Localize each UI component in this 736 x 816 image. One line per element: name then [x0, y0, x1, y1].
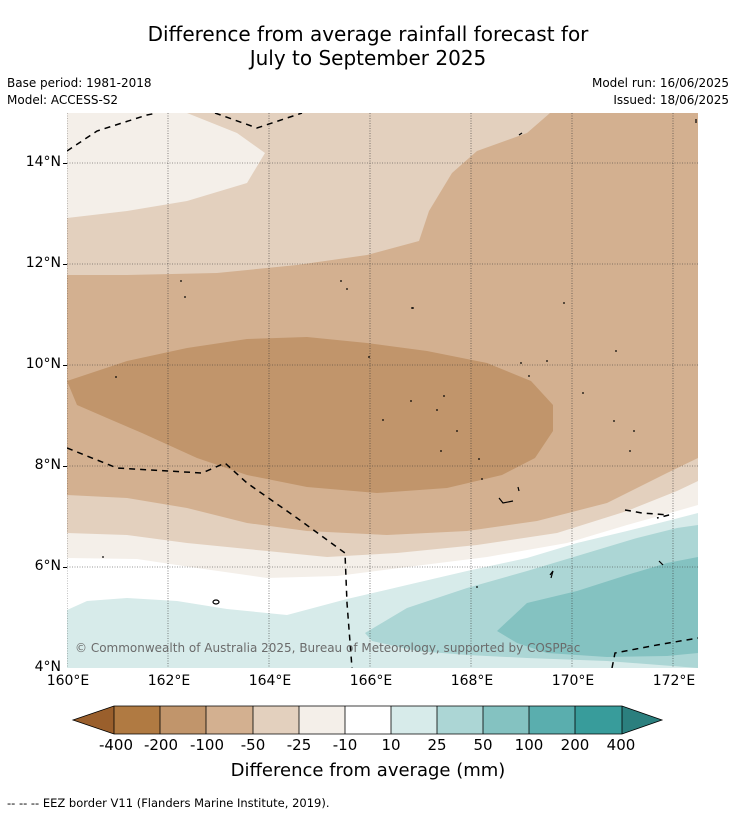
islands — [212, 119, 697, 605]
lat-label: 8°N — [34, 457, 61, 473]
base-period: Base period: 1981-2018 — [7, 76, 152, 90]
colorbar-segment — [299, 706, 345, 734]
lat-label: 14°N — [25, 154, 61, 170]
colorbar-label: -25 — [286, 736, 312, 754]
band-plus-50 — [497, 557, 698, 657]
colorbar-label: 200 — [560, 736, 590, 754]
lat-tick — [63, 466, 67, 467]
copyright-notice: © Commonwealth of Australia 2025, Bureau… — [75, 641, 581, 655]
lat-label: 6°N — [34, 558, 61, 574]
lat-tick — [63, 163, 67, 164]
lat-label: 12°N — [25, 255, 61, 271]
run-info: Model run: 16/06/2025 Issued: 18/06/2025 — [592, 75, 729, 109]
lon-label: 170°E — [551, 673, 595, 689]
lat-label: 4°N — [34, 659, 61, 675]
colorbar-title: Difference from average (mm) — [230, 760, 506, 781]
core-minus-100 — [67, 337, 553, 493]
lon-label: 164°E — [248, 673, 292, 689]
colorbar-label: -200 — [143, 736, 179, 754]
title-line-2: July to September 2025 — [249, 46, 487, 70]
lat-label: 10°N — [25, 356, 61, 372]
colorbar-label: 25 — [427, 736, 447, 754]
issued-date: Issued: 18/06/2025 — [613, 93, 729, 107]
model-run: Model run: 16/06/2025 — [591, 76, 729, 90]
colorbar-label: 100 — [514, 736, 544, 754]
colorbar-label: -400 — [98, 736, 134, 754]
colorbar-segment — [114, 706, 160, 734]
colorbar-label: 10 — [381, 736, 401, 754]
model-name: Model: ACCESS-S2 — [7, 93, 119, 107]
eez-legend: -- -- -- EEZ border V11 (Flanders Marine… — [7, 796, 330, 810]
lon-label: 160°E — [46, 673, 90, 689]
colorbar-segment — [391, 706, 437, 734]
colorbar-segment — [206, 706, 253, 734]
colorbar-segment — [575, 706, 622, 734]
colorbar — [71, 705, 664, 735]
lon-label: 162°E — [147, 673, 191, 689]
colorbar-segment — [483, 706, 529, 734]
eez-border — [67, 113, 698, 668]
lon-label: 166°E — [349, 673, 393, 689]
colorbar-segment-gt-400 — [622, 706, 662, 734]
lat-tick — [63, 567, 67, 568]
island-dots — [102, 280, 635, 588]
colorbar-label: -10 — [332, 736, 358, 754]
lon-label: 168°E — [450, 673, 494, 689]
colorbar-segment-lt-400 — [73, 706, 114, 734]
colorbar-segment — [529, 706, 575, 734]
lat-tick — [63, 365, 67, 366]
colorbar-segment — [437, 706, 483, 734]
lat-tick — [63, 264, 67, 265]
colorbar-dividers — [113, 706, 623, 734]
map-canvas — [67, 113, 698, 668]
colorbar-label: 50 — [473, 736, 493, 754]
colorbar-segment — [345, 706, 391, 734]
map-title: Difference from average rainfall forecas… — [0, 22, 736, 70]
graticule — [67, 113, 698, 668]
lon-label: 172°E — [652, 673, 696, 689]
colorbar-label: -50 — [240, 736, 266, 754]
title-line-1: Difference from average rainfall forecas… — [147, 22, 589, 46]
colorbar-label: -100 — [189, 736, 225, 754]
colorbar-label: 400 — [606, 736, 636, 754]
colorbar-segment — [253, 706, 299, 734]
model-info: Base period: 1981-2018 Model: ACCESS-S2 — [7, 75, 152, 109]
colorbar-segment — [160, 706, 206, 734]
band-minus-10 — [67, 113, 265, 218]
rainfall-map: © Commonwealth of Australia 2025, Bureau… — [67, 113, 698, 668]
